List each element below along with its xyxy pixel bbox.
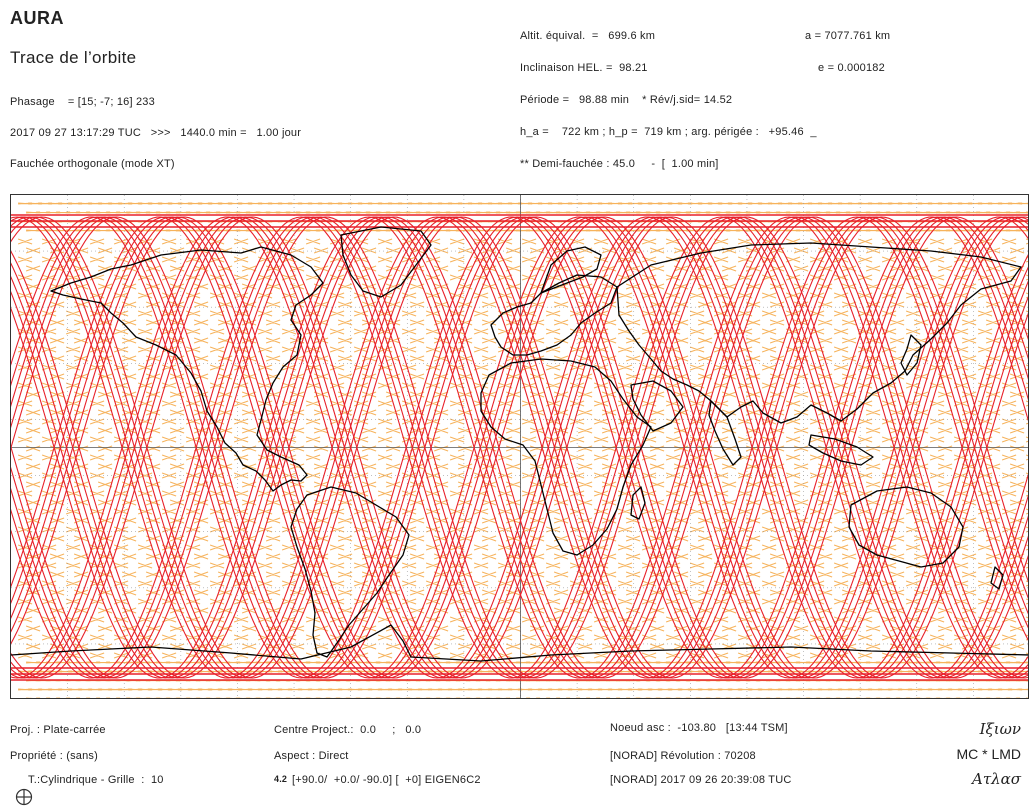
- coast-greenland: [340, 226, 432, 298]
- apsides-text: h_a = 722 km ; h_p = 719 km ; arg. périg…: [520, 126, 817, 138]
- swath-layer: [17, 202, 1028, 698]
- projection-centre-text: Centre Project.: 0.0 ; 0.0: [274, 724, 422, 736]
- page-title: Trace de l’orbite: [10, 48, 137, 67]
- coast-australia: [848, 486, 964, 568]
- ground-track-layer: [11, 214, 1028, 681]
- ground-track: [11, 216, 1028, 679]
- phasage-text: Phasage = [15; -7; 16] 233: [10, 96, 155, 108]
- brand-ixion: Ιξιων: [979, 720, 1021, 738]
- ground-track: [11, 216, 1028, 679]
- ground-track: [11, 216, 1028, 679]
- coast-africa: [480, 358, 652, 556]
- coast-europe: [490, 274, 618, 356]
- ground-track: [11, 216, 1028, 679]
- fauchee-mode-text: Fauchée orthogonale (mode XT): [10, 158, 175, 170]
- coast-indonesia: [808, 434, 874, 466]
- coast-south-america: [290, 486, 410, 658]
- graticule-grid: [11, 195, 1028, 698]
- coast-new-zealand: [990, 566, 1004, 590]
- ground-track: [11, 216, 1028, 679]
- projection-text: Proj. : Plate-carrée: [10, 724, 106, 736]
- geoid-model-text: [+90.0/ +0.0/ -90.0] [ +0] EIGEN6C2: [292, 774, 481, 786]
- ground-track: [11, 216, 1028, 679]
- ground-track: [11, 216, 1028, 679]
- eccentricity-text: e = 0.000182: [818, 62, 885, 74]
- inclination-text: Inclinaison HEL. = 98.21: [520, 62, 648, 74]
- brand-lmd: MC * LMD: [956, 746, 1021, 762]
- aspect-text: Aspect : Direct: [274, 750, 349, 762]
- coast-india: [708, 400, 742, 466]
- norad-revolution-text: [NORAD] Révolution : 70208: [610, 750, 756, 762]
- half-swath-text: ** Demi-fauchée : 45.0 - [ 1.00 min]: [520, 158, 719, 170]
- ascending-node-text: Noeud asc : -103.80 [13:44 TSM]: [610, 722, 788, 734]
- ground-track: [11, 216, 1028, 679]
- ground-track: [11, 216, 1028, 679]
- ground-track: [11, 216, 1028, 679]
- map-canvas: [11, 195, 1028, 698]
- ground-track: [11, 216, 1028, 679]
- coast-japan: [900, 334, 922, 376]
- eigen-tag: 4.2: [274, 774, 288, 784]
- ground-track: [11, 216, 1028, 679]
- coast-scandinavia: [540, 246, 602, 294]
- datetime-text: 2017 09 27 13:17:29 TUC >>> 1440.0 min =…: [10, 127, 302, 139]
- ground-track: [11, 216, 1028, 679]
- satellite-name: AURA: [10, 8, 64, 28]
- ground-track: [11, 216, 1028, 679]
- globe-crosshair-icon: [6, 770, 32, 806]
- projection-type-text: T.:Cylindrique - Grille : 10: [28, 774, 164, 786]
- coast-north-america: [50, 246, 324, 492]
- period-text: Période = 98.88 min * Rév/j.sid= 14.52: [520, 94, 733, 106]
- coast-asia: [616, 242, 1022, 424]
- norad-date-text: [NORAD] 2017 09 26 20:39:08 TUC: [610, 774, 792, 786]
- ground-track: [11, 216, 1028, 679]
- ground-track: [11, 216, 1028, 679]
- brand-atlas: Ατλασ: [971, 770, 1021, 788]
- property-text: Propriété : (sans): [10, 750, 98, 762]
- coast-arabia: [630, 380, 684, 432]
- orbit-ground-track-map: [10, 194, 1029, 699]
- ground-track: [11, 216, 1028, 679]
- ground-track: [11, 216, 1028, 679]
- ground-track: [11, 216, 1028, 679]
- coast-madagascar: [630, 486, 646, 520]
- altitude-text: Altit. équival. = 699.6 km: [520, 30, 656, 42]
- coast-antarctica: [11, 624, 1028, 662]
- ground-track: [11, 216, 1028, 679]
- ground-track: [11, 216, 1028, 679]
- swath-hatching: [17, 202, 1028, 698]
- semi-major-axis-text: a = 7077.761 km: [805, 30, 891, 42]
- coastline-layer: [11, 226, 1028, 662]
